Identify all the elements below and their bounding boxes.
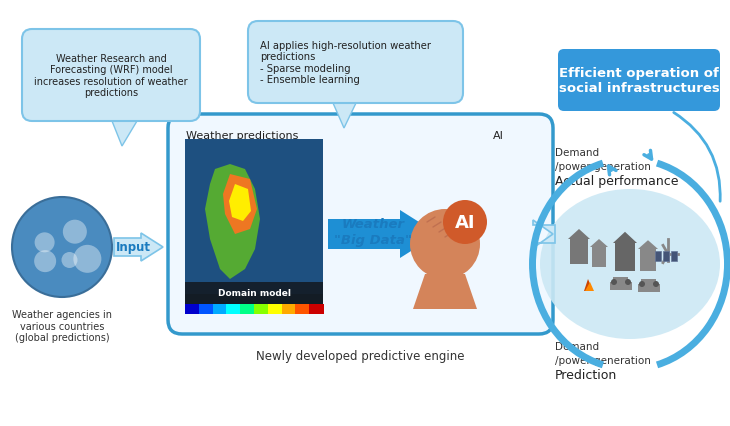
Polygon shape [333, 104, 356, 129]
Polygon shape [568, 230, 590, 239]
FancyBboxPatch shape [558, 50, 720, 112]
Bar [570, 239, 588, 265]
Bar [254, 304, 269, 314]
Polygon shape [205, 164, 260, 279]
Bar [199, 304, 213, 314]
Circle shape [12, 198, 112, 297]
Bar [212, 304, 227, 314]
FancyBboxPatch shape [248, 22, 463, 104]
Bar [641, 279, 656, 287]
Text: Efficient operation of
social infrastructures: Efficient operation of social infrastruc… [558, 67, 719, 95]
Polygon shape [328, 210, 438, 259]
Polygon shape [533, 221, 555, 248]
Polygon shape [590, 239, 608, 248]
Bar [671, 251, 677, 262]
Circle shape [625, 279, 631, 285]
Bar [592, 248, 606, 268]
Circle shape [34, 233, 55, 253]
Text: Weather agencies in
various countries
(global predictions): Weather agencies in various countries (g… [12, 309, 112, 343]
Polygon shape [413, 274, 477, 309]
Text: Demand: Demand [555, 341, 599, 351]
FancyBboxPatch shape [22, 30, 200, 122]
Text: AI: AI [493, 131, 504, 141]
Bar [185, 140, 323, 294]
Bar [310, 304, 323, 314]
Bar [640, 249, 656, 271]
Circle shape [611, 279, 617, 285]
Bar [610, 282, 632, 290]
Text: /power generation: /power generation [555, 161, 651, 172]
Circle shape [443, 201, 487, 245]
Bar [663, 251, 669, 262]
Bar [655, 251, 661, 262]
Bar [268, 304, 282, 314]
Polygon shape [229, 184, 251, 222]
Text: Prediction: Prediction [555, 368, 618, 381]
Text: Weather predictions: Weather predictions [186, 131, 299, 141]
Text: Weather Research and
Forecasting (WRF) model
increases resolution of weather
pre: Weather Research and Forecasting (WRF) m… [34, 54, 188, 98]
Circle shape [34, 250, 56, 273]
Circle shape [653, 281, 659, 287]
Polygon shape [584, 279, 593, 291]
Polygon shape [638, 241, 658, 249]
Circle shape [63, 220, 87, 244]
Bar [240, 304, 255, 314]
Text: Actual performance: Actual performance [555, 175, 678, 187]
FancyBboxPatch shape [168, 115, 553, 334]
Polygon shape [114, 233, 163, 262]
Bar [615, 243, 635, 271]
Circle shape [639, 281, 645, 287]
Text: /power generation: /power generation [555, 355, 651, 365]
Text: "Big Data": "Big Data" [334, 234, 412, 247]
Text: Newly developed predictive engine: Newly developed predictive engine [256, 349, 465, 362]
Polygon shape [585, 282, 594, 291]
Bar [185, 140, 323, 314]
Circle shape [61, 252, 77, 268]
Circle shape [74, 245, 101, 273]
Ellipse shape [540, 190, 720, 339]
Text: Demand: Demand [555, 148, 599, 158]
Text: Weather: Weather [342, 218, 404, 231]
Polygon shape [613, 232, 637, 243]
Bar [638, 284, 660, 292]
Bar [226, 304, 241, 314]
Polygon shape [112, 122, 137, 147]
Bar [296, 304, 310, 314]
Bar [185, 282, 323, 304]
Circle shape [410, 210, 480, 279]
Polygon shape [223, 175, 257, 234]
Bar [613, 277, 628, 285]
Text: Domain model: Domain model [218, 289, 291, 298]
Text: AI applies high-resolution weather
predictions
- Sparse modeling
- Ensemble lear: AI applies high-resolution weather predi… [260, 40, 431, 85]
Bar [185, 304, 199, 314]
Text: AI: AI [455, 213, 475, 231]
Text: Input: Input [116, 241, 151, 254]
Bar [282, 304, 296, 314]
